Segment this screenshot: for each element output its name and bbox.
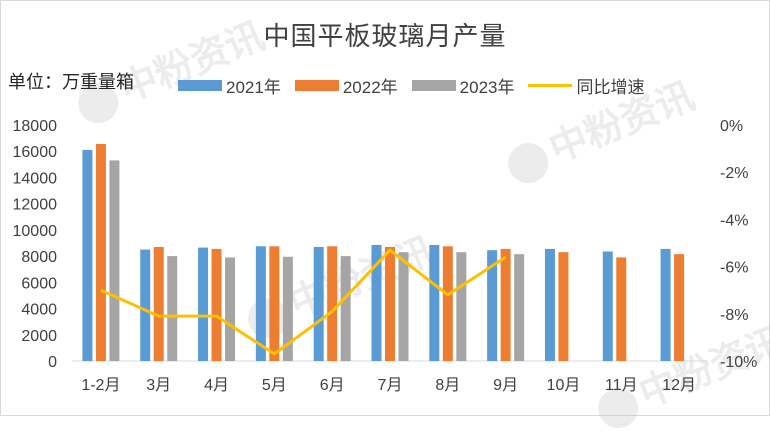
bar-2023年 [340, 256, 351, 361]
y-tick-label: 12000 [13, 197, 58, 214]
y-tick-label: 2000 [21, 328, 57, 345]
bar-2022年 [500, 248, 511, 361]
y-tick-label: 14000 [13, 170, 58, 187]
legend-swatch-2022 [294, 79, 339, 91]
bar-2023年 [398, 252, 409, 361]
bar-2023年 [225, 257, 236, 361]
bar-2021年 [602, 251, 613, 361]
bar-2023年 [514, 254, 525, 361]
bar-2022年 [269, 246, 280, 361]
chart-title: 中国平板玻璃月产量 [263, 21, 507, 51]
unit-label: 单位：万重量箱 [8, 72, 134, 92]
line-point [389, 249, 391, 251]
legend-item-2023: 2023年 [411, 73, 515, 98]
bar-2021年 [660, 248, 671, 361]
bar-2022年 [95, 144, 106, 361]
legend-label-2023: 2023年 [459, 77, 515, 97]
y-tick-label: 16000 [13, 144, 58, 161]
legend-swatch-2021 [178, 79, 222, 91]
y-tick-label: 18000 [13, 118, 58, 135]
y2-tick-label: -8% [720, 307, 748, 324]
x-tick-label: 8月 [435, 377, 460, 394]
x-tick-label: 5月 [262, 377, 287, 394]
bar-2023年 [282, 256, 293, 361]
x-tick-label: 6月 [320, 377, 345, 394]
line-point [100, 289, 102, 291]
legend-swatch-2023 [411, 79, 456, 91]
bar-2022年 [558, 252, 569, 361]
bar-2023年 [167, 256, 178, 361]
line-point [216, 315, 218, 317]
bar-2021年 [429, 244, 440, 361]
y2-tick-label: -2% [720, 165, 748, 182]
x-tick-label: 9月 [493, 377, 518, 394]
legend-item-yoy: 同比增速 [528, 73, 644, 98]
legend: 2021年 2022年 2023年 同比增速 [178, 73, 658, 98]
legend-item-2022: 2022年 [294, 73, 398, 98]
line-同比增速 [100, 248, 507, 356]
line-point [447, 294, 449, 296]
y-tick-label: 0 [48, 354, 57, 371]
bar-2021年 [82, 149, 93, 361]
y2-tick-label: -10% [720, 354, 757, 371]
x-tick-label: 1-2月 [81, 377, 120, 394]
bar-2021年 [371, 244, 382, 361]
bar-2021年 [140, 249, 151, 361]
bar-2022年 [674, 254, 685, 361]
legend-label-2021: 2021年 [226, 77, 281, 97]
legend-label-2022: 2022年 [342, 77, 398, 97]
bar-2021年 [198, 247, 209, 361]
y-tick-label: 10000 [13, 223, 58, 240]
legend-label-yoy: 同比增速 [576, 77, 645, 97]
chart-plot: 0 2000 4000 6000 8000 10000 12000 14000 16000 180… [13, 118, 758, 394]
y2-tick-label: -6% [720, 260, 748, 277]
line-point [505, 256, 507, 258]
y2-tick-label: -4% [720, 212, 748, 229]
x-tick-label: 3月 [146, 377, 171, 394]
bar-2021年 [255, 246, 266, 361]
bar-2023年 [456, 252, 467, 361]
x-tick-label: 4月 [204, 377, 229, 394]
bar-2022年 [616, 257, 627, 361]
x-tick-label: 7月 [378, 377, 403, 394]
bar-2021年 [544, 248, 555, 361]
bar-2022年 [442, 246, 453, 361]
bar-2022年 [385, 246, 395, 361]
x-tick-label: 12月 [662, 377, 696, 394]
line-point [158, 315, 160, 317]
y2-tick-label: 0% [720, 118, 743, 135]
line-point [273, 353, 275, 355]
line-point [331, 310, 333, 312]
bar-2021年 [487, 250, 498, 361]
y-tick-label: 8000 [21, 249, 57, 266]
y-tick-label: 4000 [21, 302, 57, 319]
legend-swatch-yoy [528, 83, 573, 87]
bar-2021年 [313, 246, 324, 361]
bar-2022年 [211, 248, 222, 361]
x-tick-label: 10月 [547, 377, 581, 394]
legend-item-2021: 2021年 [178, 73, 281, 98]
bar-2022年 [153, 246, 164, 361]
bar-2022年 [327, 246, 338, 361]
y-tick-label: 6000 [21, 275, 57, 292]
x-tick-label: 11月 [605, 377, 638, 394]
bar-2023年 [109, 160, 120, 361]
